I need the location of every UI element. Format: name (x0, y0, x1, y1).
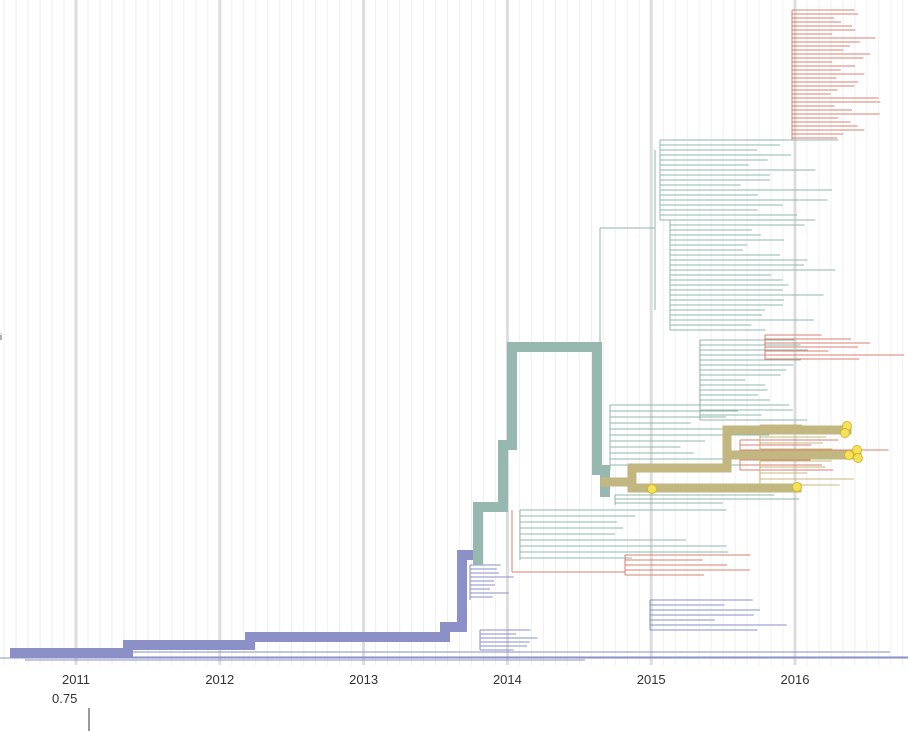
year-label: 2015 (637, 672, 666, 687)
highlighted-tip (853, 453, 863, 463)
clipped-label: i (0, 332, 2, 342)
time-axis: 2011 2012 2013 2014 2015 2016 (0, 657, 908, 687)
year-label: 2013 (349, 672, 378, 687)
year-label: 2016 (781, 672, 810, 687)
highlighted-tip (647, 484, 657, 494)
year-label: 2012 (205, 672, 234, 687)
tips (647, 421, 863, 494)
highlighted-tip (840, 428, 850, 438)
trunk-branch (10, 550, 483, 658)
year-label: 2014 (493, 672, 522, 687)
grid (3, 0, 904, 665)
thin-branches (25, 9, 908, 661)
scale-label: 0.75 (52, 691, 77, 706)
thick-branches (10, 342, 862, 658)
highlighted-tip (792, 482, 802, 492)
clade-branch (600, 425, 862, 493)
year-label: 2011 (62, 672, 90, 687)
clade-branch (473, 342, 610, 565)
highlighted-tip (844, 450, 854, 460)
